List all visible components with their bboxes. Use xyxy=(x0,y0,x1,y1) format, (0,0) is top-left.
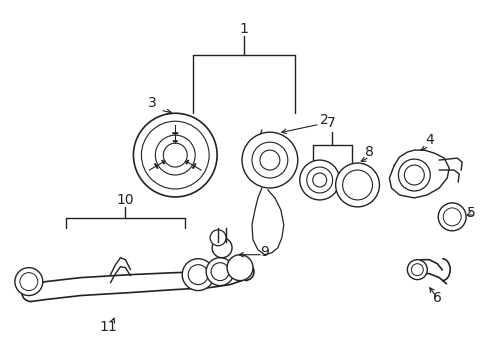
Circle shape xyxy=(407,260,427,280)
Circle shape xyxy=(260,150,279,170)
Circle shape xyxy=(398,159,429,191)
Circle shape xyxy=(442,208,460,226)
Text: 4: 4 xyxy=(424,133,433,147)
Polygon shape xyxy=(388,150,448,198)
Text: 6: 6 xyxy=(432,291,441,305)
Circle shape xyxy=(335,163,379,207)
Circle shape xyxy=(312,173,326,187)
Text: 5: 5 xyxy=(466,206,474,220)
Text: 3: 3 xyxy=(148,96,157,110)
Circle shape xyxy=(133,113,217,197)
Circle shape xyxy=(437,203,465,231)
Circle shape xyxy=(242,132,297,188)
Circle shape xyxy=(141,121,209,189)
Circle shape xyxy=(299,160,339,200)
Circle shape xyxy=(20,273,38,291)
Text: 9: 9 xyxy=(260,245,269,259)
Circle shape xyxy=(182,259,214,291)
Circle shape xyxy=(15,268,42,296)
Circle shape xyxy=(306,167,332,193)
Circle shape xyxy=(226,255,252,280)
Text: 2: 2 xyxy=(320,113,328,127)
Circle shape xyxy=(410,264,423,276)
Text: 11: 11 xyxy=(100,320,117,334)
Circle shape xyxy=(163,143,187,167)
Circle shape xyxy=(155,135,195,175)
Text: 8: 8 xyxy=(365,145,373,159)
Circle shape xyxy=(404,165,424,185)
Circle shape xyxy=(212,238,232,258)
Circle shape xyxy=(188,265,208,285)
Circle shape xyxy=(251,142,287,178)
Circle shape xyxy=(206,258,234,285)
Circle shape xyxy=(342,170,372,200)
Circle shape xyxy=(210,230,225,246)
Circle shape xyxy=(211,263,228,280)
Text: 7: 7 xyxy=(326,116,335,130)
Text: 1: 1 xyxy=(239,22,248,36)
Text: 10: 10 xyxy=(117,193,134,207)
